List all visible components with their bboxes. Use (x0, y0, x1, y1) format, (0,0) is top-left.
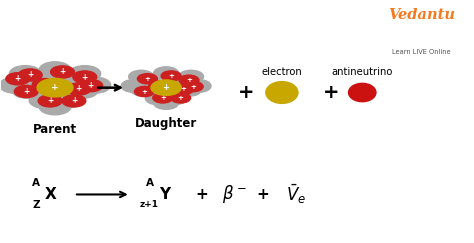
Circle shape (39, 79, 71, 96)
Text: +: + (155, 83, 162, 89)
Circle shape (18, 69, 42, 81)
Text: +: + (160, 95, 166, 101)
Circle shape (154, 67, 179, 80)
Circle shape (12, 82, 44, 98)
Text: +: + (195, 187, 208, 202)
Circle shape (176, 83, 201, 96)
Text: +: + (71, 96, 77, 105)
Text: Vedantu: Vedantu (388, 8, 455, 22)
Text: +: + (186, 77, 192, 83)
Text: X: X (45, 187, 56, 202)
Circle shape (154, 81, 179, 94)
Circle shape (14, 85, 38, 98)
Text: electron: electron (262, 67, 302, 77)
Circle shape (0, 77, 31, 93)
Circle shape (128, 70, 154, 83)
Text: +: + (238, 83, 255, 102)
Circle shape (17, 71, 49, 87)
Ellipse shape (348, 83, 376, 102)
Circle shape (6, 73, 30, 85)
Circle shape (151, 80, 181, 95)
Text: z+1: z+1 (140, 200, 159, 209)
Text: +: + (163, 83, 170, 92)
Text: Z: Z (32, 200, 40, 210)
Text: +: + (47, 96, 53, 105)
Circle shape (69, 66, 100, 82)
Circle shape (173, 74, 197, 87)
Text: +: + (88, 81, 94, 90)
Text: Daughter: Daughter (135, 117, 197, 130)
Circle shape (146, 92, 170, 105)
Text: +: + (181, 86, 186, 92)
Circle shape (79, 79, 103, 92)
Circle shape (121, 80, 146, 92)
Circle shape (135, 87, 155, 97)
Text: Parent: Parent (33, 123, 77, 136)
Text: +: + (76, 85, 82, 94)
Circle shape (153, 93, 173, 103)
Circle shape (131, 83, 156, 96)
Circle shape (32, 78, 56, 91)
Circle shape (186, 80, 211, 92)
Text: +: + (145, 76, 150, 82)
Text: +: + (41, 80, 47, 89)
Text: A: A (146, 178, 154, 188)
Circle shape (9, 66, 41, 82)
Circle shape (179, 70, 203, 83)
Text: +: + (15, 74, 21, 83)
Circle shape (135, 74, 160, 87)
Text: +: + (59, 68, 65, 77)
Circle shape (39, 62, 71, 78)
Circle shape (162, 92, 187, 105)
Circle shape (73, 71, 97, 83)
Circle shape (62, 95, 86, 107)
Text: Y: Y (160, 187, 171, 202)
Circle shape (149, 81, 169, 91)
Circle shape (37, 78, 73, 97)
Text: $\beta^-$: $\beta^-$ (222, 183, 247, 206)
Circle shape (49, 92, 81, 108)
Text: +: + (168, 73, 174, 79)
Text: $\bar{V}_e$: $\bar{V}_e$ (286, 183, 306, 206)
Circle shape (51, 66, 74, 78)
Text: +: + (23, 87, 29, 96)
Text: +: + (51, 83, 59, 92)
Text: +: + (27, 70, 33, 79)
Text: A: A (32, 178, 40, 188)
Text: +: + (82, 72, 88, 81)
Text: antineutrino: antineutrino (331, 67, 393, 77)
Circle shape (39, 99, 71, 115)
Circle shape (29, 92, 61, 108)
Circle shape (66, 82, 98, 98)
Circle shape (171, 93, 191, 103)
Text: Learn LIVE Online: Learn LIVE Online (392, 49, 451, 55)
Circle shape (62, 71, 93, 87)
Ellipse shape (266, 82, 298, 103)
Circle shape (67, 83, 91, 95)
Circle shape (79, 77, 110, 93)
Circle shape (154, 97, 179, 109)
Circle shape (38, 95, 62, 107)
Circle shape (173, 84, 193, 95)
Text: +: + (178, 95, 183, 101)
Circle shape (179, 75, 199, 85)
Text: +: + (256, 187, 269, 202)
Text: +: + (190, 84, 196, 90)
Circle shape (137, 74, 157, 84)
Text: +: + (142, 88, 147, 95)
Circle shape (183, 81, 203, 92)
Circle shape (161, 71, 181, 81)
Text: +: + (323, 83, 340, 102)
